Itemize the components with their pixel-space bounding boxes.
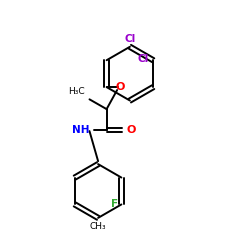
- Text: O: O: [126, 125, 136, 135]
- Text: NH: NH: [72, 125, 89, 135]
- Text: CH₃: CH₃: [90, 222, 106, 231]
- Text: H₃C: H₃C: [68, 87, 85, 96]
- Text: Cl: Cl: [138, 54, 149, 64]
- Text: F: F: [110, 200, 118, 209]
- Text: Cl: Cl: [124, 34, 136, 43]
- Text: O: O: [115, 82, 125, 92]
